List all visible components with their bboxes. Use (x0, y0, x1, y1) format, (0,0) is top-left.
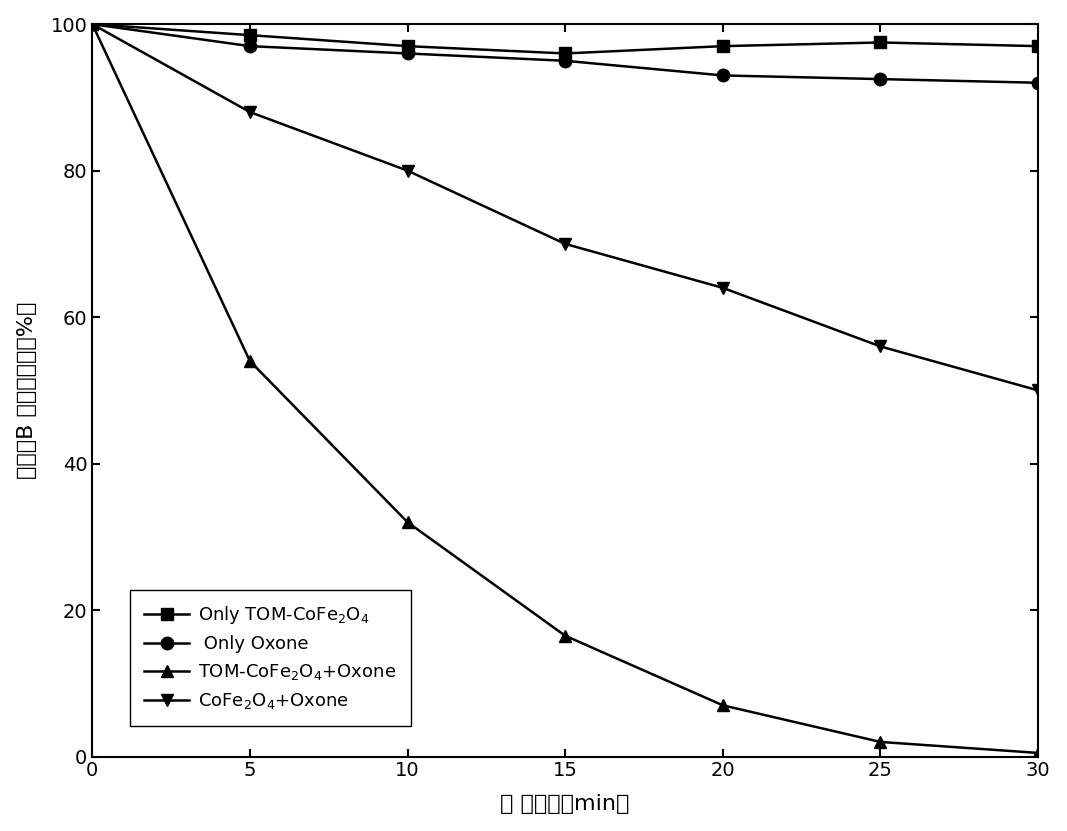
 Only Oxone (1032, 78, 1045, 88)
 Only Oxone (85, 19, 98, 29)
CoFe$_2$O$_4$+Oxone (243, 107, 256, 117)
Line: TOM-CoFe$_2$O$_4$+Oxone: TOM-CoFe$_2$O$_4$+Oxone (86, 18, 1045, 760)
 Only Oxone (401, 48, 414, 58)
CoFe$_2$O$_4$+Oxone (559, 238, 572, 248)
Only TOM-CoFe$_2$O$_4$ (1032, 42, 1045, 52)
 Only Oxone (559, 56, 572, 66)
CoFe$_2$O$_4$+Oxone (874, 342, 887, 352)
TOM-CoFe$_2$O$_4$+Oxone (401, 517, 414, 527)
Only TOM-CoFe$_2$O$_4$ (559, 48, 572, 58)
CoFe$_2$O$_4$+Oxone (85, 19, 98, 29)
TOM-CoFe$_2$O$_4$+Oxone (716, 701, 729, 711)
Only TOM-CoFe$_2$O$_4$ (874, 37, 887, 47)
Line:  Only Oxone: Only Oxone (86, 18, 1045, 89)
TOM-CoFe$_2$O$_4$+Oxone (85, 19, 98, 29)
Only TOM-CoFe$_2$O$_4$ (243, 30, 256, 40)
Only TOM-CoFe$_2$O$_4$ (85, 19, 98, 29)
 Only Oxone (874, 74, 887, 84)
CoFe$_2$O$_4$+Oxone (1032, 386, 1045, 396)
X-axis label: 反 应时间（min）: 反 应时间（min） (500, 794, 630, 814)
 Only Oxone (243, 42, 256, 52)
Legend: Only TOM-CoFe$_2$O$_4$,  Only Oxone, TOM-CoFe$_2$O$_4$+Oxone, CoFe$_2$O$_4$+Oxon: Only TOM-CoFe$_2$O$_4$, Only Oxone, TOM-… (130, 590, 411, 725)
CoFe$_2$O$_4$+Oxone (401, 165, 414, 175)
Line: CoFe$_2$O$_4$+Oxone: CoFe$_2$O$_4$+Oxone (86, 18, 1045, 396)
Only TOM-CoFe$_2$O$_4$ (401, 42, 414, 52)
Y-axis label: 罗丹明B 剩余百分比（%）: 罗丹明B 剩余百分比（%） (17, 302, 36, 479)
TOM-CoFe$_2$O$_4$+Oxone (874, 737, 887, 747)
TOM-CoFe$_2$O$_4$+Oxone (559, 631, 572, 641)
Only TOM-CoFe$_2$O$_4$ (716, 42, 729, 52)
Line: Only TOM-CoFe$_2$O$_4$: Only TOM-CoFe$_2$O$_4$ (86, 18, 1045, 60)
TOM-CoFe$_2$O$_4$+Oxone (1032, 748, 1045, 758)
 Only Oxone (716, 71, 729, 81)
TOM-CoFe$_2$O$_4$+Oxone (243, 356, 256, 366)
CoFe$_2$O$_4$+Oxone (716, 283, 729, 293)
